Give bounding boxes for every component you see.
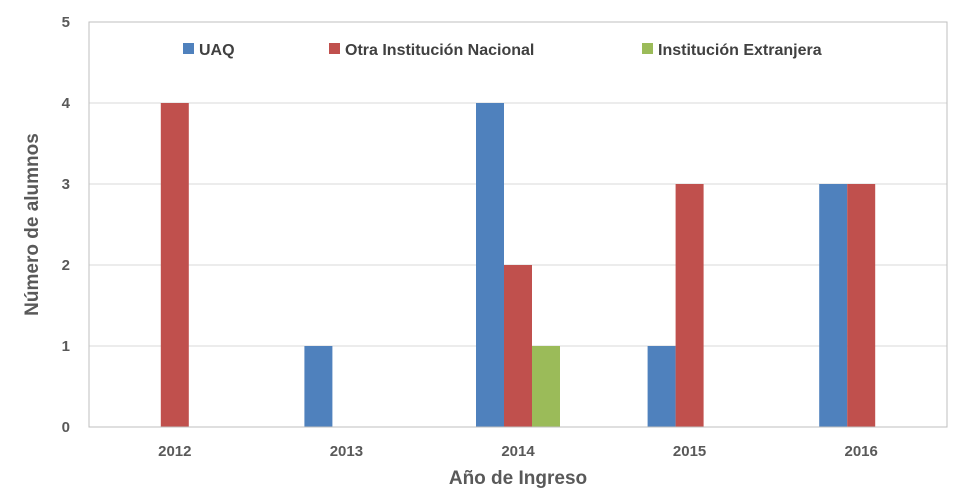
y-tick-label: 1 xyxy=(62,338,70,355)
y-tick-label: 2 xyxy=(62,257,70,274)
y-axis-title: Número de alumnos xyxy=(22,133,43,316)
bar-2014-series-1 xyxy=(504,265,532,427)
legend-label: UAQ xyxy=(199,42,235,59)
y-tick-label: 0 xyxy=(62,419,70,436)
legend-label: Institución Extranjera xyxy=(658,42,822,59)
x-axis-title: Año de Ingreso xyxy=(449,468,587,489)
x-tick-label: 2016 xyxy=(845,443,878,460)
x-tick-label: 2012 xyxy=(158,443,191,460)
y-tick-label: 5 xyxy=(62,14,70,31)
bar-2012-series-1 xyxy=(160,103,189,427)
bar-2013-series-0 xyxy=(304,346,333,427)
bar-2015-series-0 xyxy=(647,346,676,427)
bar-2016-series-0 xyxy=(819,184,848,427)
x-tick-label: 2015 xyxy=(673,443,706,460)
y-tick-labels: 0 1 2 3 4 5 xyxy=(62,14,71,436)
legend-label: Otra Institución Nacional xyxy=(345,42,534,59)
plot-area-frame xyxy=(88,21,948,428)
bar-2014-series-2 xyxy=(532,346,560,427)
x-tick-label: 2014 xyxy=(501,443,535,460)
x-tick-label: 2013 xyxy=(330,443,363,460)
bar-2016-series-1 xyxy=(847,184,876,427)
x-tick-labels: 2012 2013 2014 2015 2016 xyxy=(158,443,878,460)
bar-2014-series-0 xyxy=(476,103,504,427)
bars xyxy=(160,103,876,427)
legend: UAQ Otra Institución Nacional Institución … xyxy=(183,42,822,59)
y-tick-label: 3 xyxy=(62,176,70,193)
y-tick-label: 4 xyxy=(62,95,71,112)
bar-2015-series-1 xyxy=(675,184,704,427)
legend-swatch xyxy=(642,43,653,54)
legend-swatch xyxy=(329,43,340,54)
legend-swatch xyxy=(183,43,194,54)
